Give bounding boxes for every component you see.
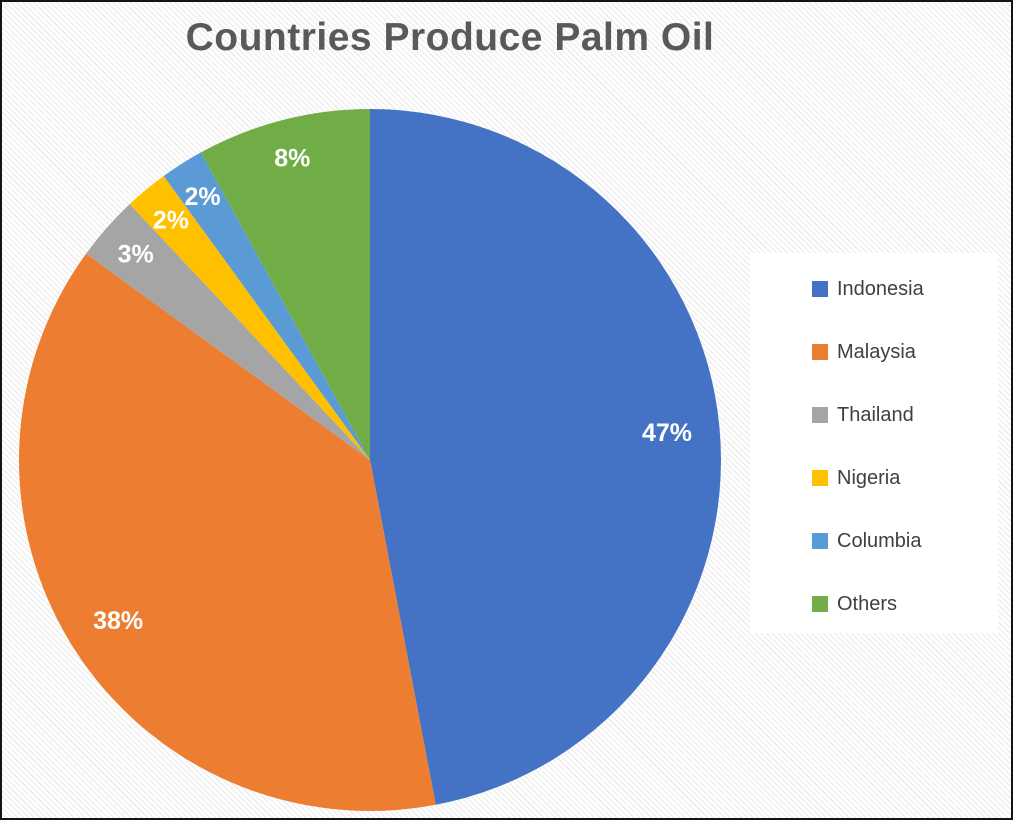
legend-label: Thailand [837, 404, 914, 426]
pie-label-others: 8% [274, 144, 310, 172]
legend-item-malaysia: Malaysia [812, 340, 998, 364]
legend-item-others: Others [812, 592, 998, 616]
legend-label: Nigeria [837, 467, 901, 489]
legend-swatch-icon [812, 533, 828, 549]
pie-label-thailand: 3% [118, 240, 154, 268]
legend-item-indonesia: Indonesia [812, 277, 998, 301]
pie-label-malaysia: 38% [93, 607, 143, 635]
pie-slice-nigeria [129, 176, 370, 461]
legend: Indonesia Malaysia Thailand Nigeria Columbia… [750, 253, 998, 633]
pie-slice-thailand [86, 204, 370, 460]
pie-slice-columbia [163, 152, 370, 461]
legend-swatch-icon [812, 281, 828, 297]
pie-slice-malaysia [19, 253, 436, 811]
legend-label: Columbia [837, 530, 922, 552]
legend-label: Others [837, 593, 898, 615]
legend-swatch-icon [812, 596, 828, 612]
legend-item-nigeria: Nigeria [812, 466, 998, 490]
legend-item-thailand: Thailand [812, 403, 998, 427]
chart-title: Countries Produce Palm Oil [185, 16, 715, 59]
pie-label-indonesia: 47% [642, 419, 692, 447]
pie-slice-indonesia [370, 109, 721, 805]
pie-label-nigeria: 2% [153, 206, 189, 234]
pie-slice-others [200, 109, 370, 460]
pie-label-columbia: 2% [185, 183, 221, 211]
legend-label: Malaysia [837, 341, 916, 363]
legend-item-columbia: Columbia [812, 529, 998, 553]
legend-label: Indonesia [837, 278, 924, 300]
legend-swatch-icon [812, 407, 828, 423]
legend-swatch-icon [812, 470, 828, 486]
legend-swatch-icon [812, 344, 828, 360]
